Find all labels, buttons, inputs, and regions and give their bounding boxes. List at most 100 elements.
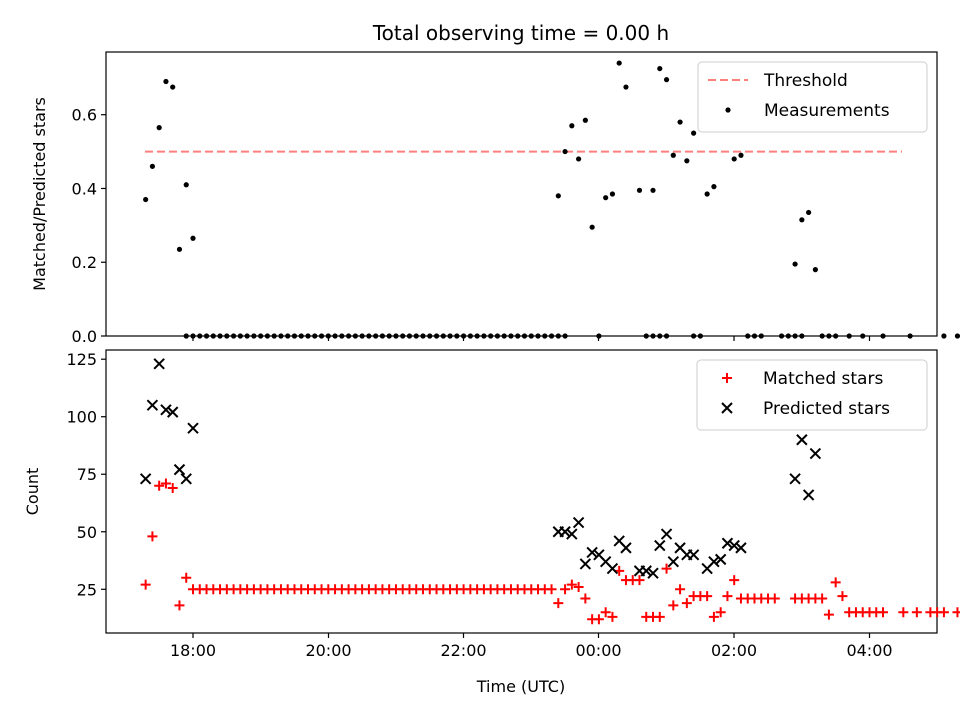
chart-title: Total observing time = 0.00 h: [372, 21, 669, 45]
measurement-point-zero: [339, 333, 345, 339]
measurement-point-zero: [454, 333, 460, 339]
measurement-point-zero: [190, 333, 196, 339]
measurement-point: [555, 193, 561, 199]
predicted-marker: [735, 542, 747, 554]
measurement-point-zero: [345, 333, 352, 339]
matched-marker: [715, 607, 726, 618]
legend: Matched stars Predicted stars: [696, 359, 928, 431]
predicted-marker: [559, 526, 571, 538]
measurement-point: [589, 224, 595, 230]
measurement-point: [738, 152, 744, 158]
measurement-point: [684, 158, 690, 164]
measurement-point-zero: [826, 333, 832, 339]
measurement-point: [156, 125, 162, 131]
measurement-point-zero: [494, 333, 501, 339]
measurement-point-zero: [366, 333, 372, 339]
measurement-point: [163, 78, 169, 85]
measurement-point: [176, 246, 183, 252]
predicted-marker: [654, 539, 666, 552]
measurement-point-zero: [542, 333, 548, 339]
predicted-marker: [667, 555, 680, 568]
x-tick-label: 04:00: [846, 641, 892, 660]
measurement-point-zero: [515, 333, 521, 339]
measurement-point-zero: [650, 333, 656, 339]
measurement-point: [569, 123, 575, 129]
predicted-marker: [721, 537, 734, 549]
legend-label: Measurements: [764, 101, 890, 121]
measurement-point-zero: [251, 333, 257, 339]
x-tick-label: 02:00: [711, 641, 757, 660]
measurement-point-zero: [406, 333, 413, 339]
measurement-point: [616, 60, 622, 66]
predicted-marker: [647, 567, 659, 579]
measurement-point-zero: [799, 333, 805, 339]
y-tick-label: 25: [77, 580, 97, 599]
measurement-point-zero: [183, 333, 189, 339]
plot-frame: [105, 51, 938, 337]
measurement-point-zero: [305, 333, 311, 339]
matched-marker: [722, 591, 733, 602]
measurement-point-zero: [461, 333, 467, 339]
matched-marker: [675, 584, 686, 595]
matched-marker: [769, 593, 780, 604]
matched-marker: [580, 593, 591, 604]
measurement-point-zero: [907, 333, 913, 339]
predicted-marker: [566, 528, 578, 540]
y-axis-label: Matched/Predicted stars: [30, 97, 49, 291]
matched-marker: [560, 584, 571, 595]
measurement-point-zero: [548, 333, 555, 339]
x-axis-label: Time (UTC): [476, 677, 565, 696]
measurement-point: [812, 267, 818, 273]
measurement-point-zero: [203, 333, 210, 339]
matched-marker: [837, 591, 848, 602]
measurement-point-zero: [785, 333, 791, 339]
measurement-point-zero: [352, 333, 358, 339]
measurement-point: [650, 187, 656, 193]
measurement-point-zero: [481, 333, 487, 339]
y-tick-label: 100: [66, 408, 97, 427]
matched-marker: [878, 607, 889, 618]
y-tick-label: 0.4: [72, 179, 97, 198]
measurement-point-zero: [271, 333, 277, 339]
measurement-point: [711, 184, 717, 190]
measurement-point-zero: [535, 333, 541, 339]
predicted-marker: [146, 399, 159, 411]
measurement-point-zero: [373, 333, 379, 339]
matched-marker: [898, 607, 909, 618]
measurement-point: [691, 130, 697, 136]
measurement-point-zero: [691, 333, 697, 339]
matched-marker: [566, 579, 577, 590]
measurement-point: [190, 235, 196, 241]
predicted-marker: [660, 528, 673, 540]
measurement-point-zero: [751, 333, 758, 339]
measurement-point-zero: [433, 333, 440, 339]
measurement-point: [731, 156, 737, 162]
predicted-marker: [166, 406, 179, 418]
matched-marker: [181, 572, 192, 583]
predicted-marker: [714, 553, 727, 566]
measurement-point-zero: [224, 333, 230, 339]
measurement-point-zero: [258, 333, 264, 339]
matched-marker: [600, 607, 611, 618]
measurement-point: [704, 191, 710, 197]
measurement-point: [149, 163, 156, 169]
predicted-marker: [640, 565, 652, 577]
x-tick-label: 20:00: [305, 641, 351, 660]
measurement-point-zero: [318, 333, 325, 339]
plot-area: [139, 358, 960, 625]
matched-marker: [607, 611, 618, 622]
predicted-marker: [180, 473, 192, 485]
measurement-point-zero: [758, 333, 764, 339]
measurement-point-zero: [264, 333, 271, 339]
matched-marker: [823, 609, 834, 620]
matched-marker: [661, 563, 672, 574]
legend-box: [697, 61, 928, 133]
measurement-point-zero: [332, 333, 338, 339]
measurement-point-zero: [528, 333, 534, 339]
measurement-point: [576, 156, 582, 162]
legend-label: Threshold: [763, 71, 848, 91]
predicted-marker: [606, 562, 619, 575]
measurement-point-zero: [379, 333, 386, 339]
predicted-marker: [187, 422, 199, 434]
matched-marker: [140, 579, 151, 590]
